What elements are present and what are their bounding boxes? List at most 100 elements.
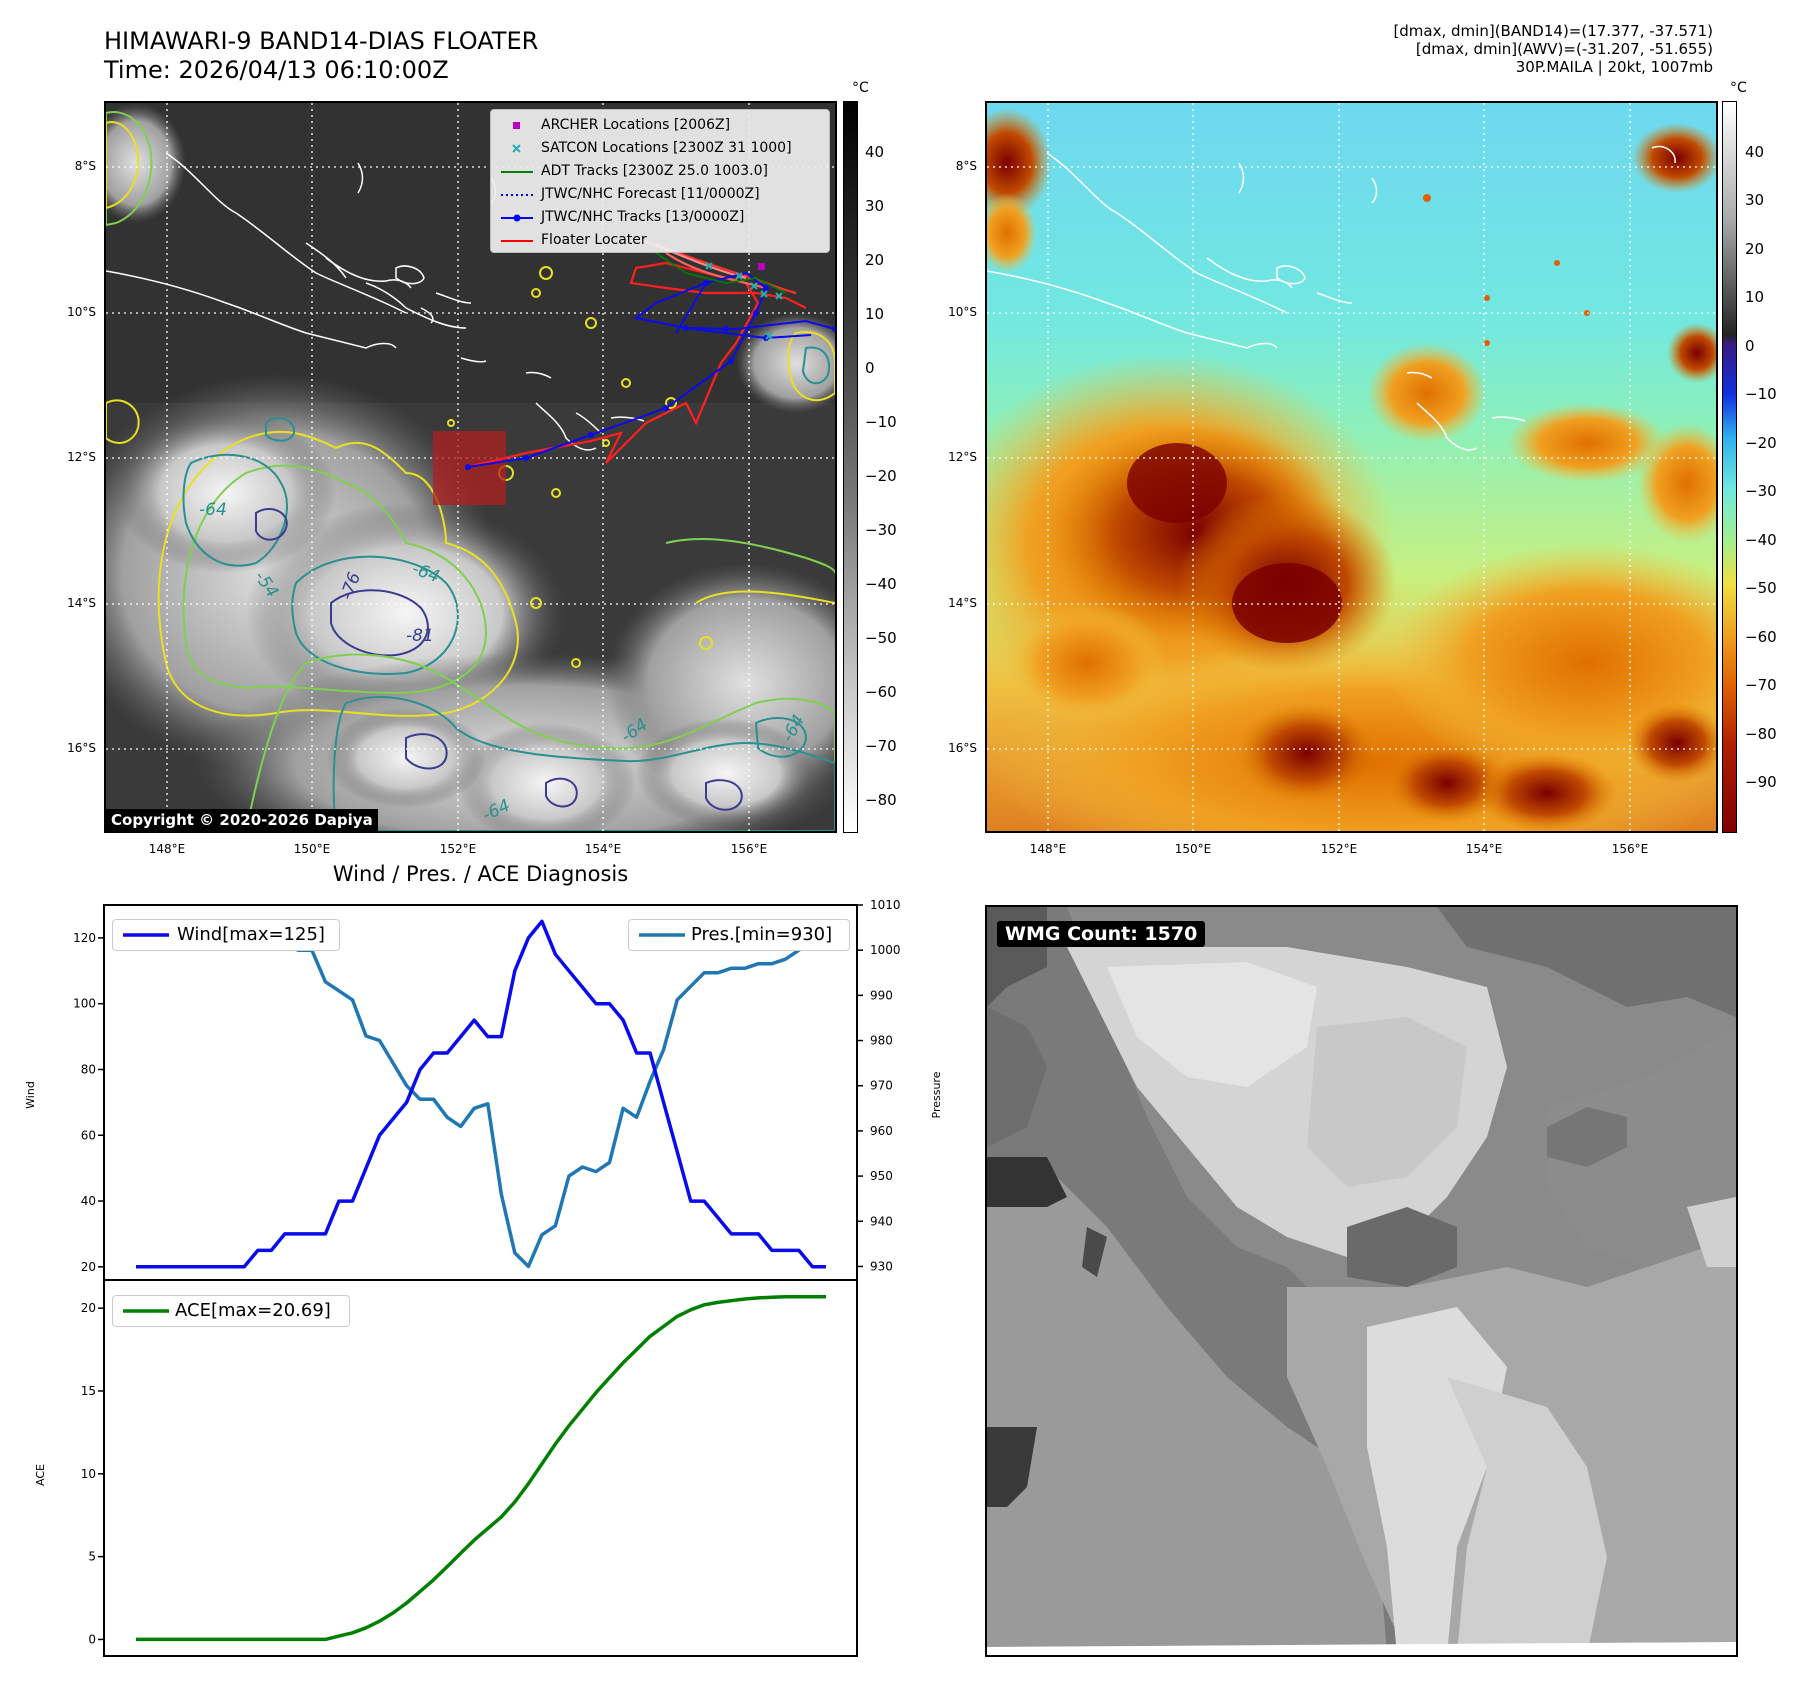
awv-tick: −20 (1745, 434, 1777, 452)
tick-label: 990 (870, 988, 893, 1002)
dotted-line-icon (501, 183, 533, 206)
ace-series-line (136, 1294, 826, 1642)
tick-label: 960 (870, 1124, 893, 1138)
tick-label: 20 (81, 1301, 96, 1315)
wmg-count-badge: WMG Count: 1570 (997, 921, 1206, 947)
awv-tick: 10 (1745, 288, 1764, 306)
ir-tick: 0 (865, 359, 875, 377)
ir-colorbar-ticks: 40 30 20 10 0 −10 −20 −30 −40 −50 −60 −7… (865, 143, 897, 809)
ace-axis-label: ACE (34, 1464, 47, 1486)
ir-tick: 30 (865, 197, 884, 215)
awv-tick: −30 (1745, 482, 1777, 500)
ir-tick: −60 (865, 683, 897, 701)
pressure-legend: Pres.[min=930] (628, 919, 850, 951)
awv-tick: 0 (1745, 337, 1755, 355)
tick-label: 0 (88, 1632, 96, 1646)
lat-label: 12°S (948, 450, 977, 464)
lon-label: 152°E (440, 842, 477, 856)
awv-satellite-map[interactable] (985, 101, 1718, 833)
copyright-badge: Copyright © 2020-2026 Dapiya (106, 809, 378, 831)
awv-lon-labels: 148°E 150°E 152°E 154°E 156°E (1030, 842, 1649, 856)
tick-label: 10 (81, 1467, 96, 1481)
dmax-band14-info: [dmax, dmin](BAND14)=(17.377, -37.571) (1393, 22, 1713, 40)
ir-colorbar (843, 101, 858, 833)
tick-label: 950 (870, 1169, 893, 1183)
contour-label: -81 (406, 626, 434, 646)
tick-label: 1010 (870, 898, 901, 912)
track-legend: ARCHER Locations [2006Z] SATCON Location… (490, 109, 830, 253)
tick-label: 40 (81, 1194, 96, 1208)
tick-label: 80 (81, 1062, 96, 1076)
awv-tick: −40 (1745, 531, 1777, 549)
dmax-awv-info: [dmax, dmin](AWV)=(-31.207, -51.655) (1415, 40, 1713, 58)
awv-colorbar-ticks: 40 30 20 10 0 −10 −20 −30 −40 −50 −60 −7… (1745, 143, 1777, 791)
line-dot-icon (501, 206, 533, 229)
timestamp: Time: 2026/04/13 06:10:00Z (104, 56, 449, 84)
tick-label: 970 (870, 1079, 893, 1093)
legend-entry-archer: ARCHER Locations [2006Z] (491, 114, 829, 137)
awv-tick: −60 (1745, 628, 1777, 646)
tick-label: 1000 (870, 943, 901, 957)
ir-colorbar-unit: °C (852, 80, 869, 96)
wind-legend: Wind[max=125] (112, 919, 340, 951)
awv-tick: −10 (1745, 385, 1777, 403)
lat-label: 8°S (956, 159, 977, 173)
ace-legend: ACE[max=20.69] (112, 1295, 350, 1327)
pressure-legend-label: Pres.[min=930] (691, 924, 833, 945)
pressure-axis-label: Pressure (930, 1071, 943, 1118)
ir-tick: −40 (865, 575, 897, 593)
x-marker-icon (501, 137, 533, 160)
lon-label: 148°E (1030, 842, 1067, 856)
tick-label: 940 (870, 1214, 893, 1228)
ir-tick: −20 (865, 467, 897, 485)
tick-label: 20 (81, 1260, 96, 1274)
awv-colorbar-unit: °C (1730, 80, 1747, 96)
blue-line-icon (123, 933, 169, 937)
ir-tick: −30 (865, 521, 897, 539)
product-title: HIMAWARI-9 BAND14-DIAS FLOATER (104, 27, 539, 55)
lon-label: 154°E (1466, 842, 1503, 856)
square-marker-icon (501, 114, 533, 137)
tick-label: 120 (73, 931, 96, 945)
contour-label: -64 (199, 500, 227, 520)
legend-entry-tracks: JTWC/NHC Tracks [13/0000Z] (491, 206, 829, 229)
ir-tick: −70 (865, 737, 897, 755)
line-icon (501, 160, 533, 183)
tick-label: 60 (81, 1128, 96, 1142)
lat-label: 14°S (948, 596, 977, 610)
tick-label: 5 (88, 1550, 96, 1564)
lat-label: 10°S (948, 305, 977, 319)
ir-tick: −80 (865, 791, 897, 809)
wmg-image[interactable]: WMG Count: 1570 (985, 905, 1738, 1657)
ir-lat-labels: 8°S 10°S 12°S 14°S 16°S (67, 159, 96, 755)
lon-label: 156°E (731, 842, 768, 856)
lon-label: 150°E (1175, 842, 1212, 856)
ace-axes (103, 1279, 858, 1657)
ir-lon-labels: 148°E 150°E 152°E 154°E 156°E (149, 842, 768, 856)
legend-entry-forecast: JTWC/NHC Forecast [11/0000Z] (491, 183, 829, 206)
ace-legend-label: ACE[max=20.69] (175, 1300, 331, 1321)
ir-tick: 20 (865, 251, 884, 269)
awv-colorbar (1722, 101, 1737, 833)
lon-label: 156°E (1612, 842, 1649, 856)
ir-tick: −10 (865, 413, 897, 431)
tick-label: 100 (73, 997, 96, 1011)
wind-pressure-axes (103, 904, 858, 1281)
lat-label: 16°S (67, 741, 96, 755)
legend-entry-satcon: SATCON Locations [2300Z 31 1000] (491, 137, 829, 160)
lon-label: 152°E (1321, 842, 1358, 856)
awv-lat-labels: 8°S 10°S 12°S 14°S 16°S (948, 159, 977, 755)
line-icon (501, 229, 533, 252)
steelblue-line-icon (639, 933, 685, 937)
ir-satellite-map[interactable]: -64 -54 -76 -81 -64 -64 -64 -64 ARCHER L… (104, 101, 837, 833)
lat-label: 16°S (948, 741, 977, 755)
lon-label: 150°E (294, 842, 331, 856)
awv-tick: 40 (1745, 143, 1764, 161)
ir-tick: 10 (865, 305, 884, 323)
tick-label: 980 (870, 1034, 893, 1048)
wind-legend-label: Wind[max=125] (177, 924, 325, 945)
lat-label: 14°S (67, 596, 96, 610)
tick-label: 15 (81, 1384, 96, 1398)
legend-entry-floater: Floater Locater (491, 229, 829, 252)
